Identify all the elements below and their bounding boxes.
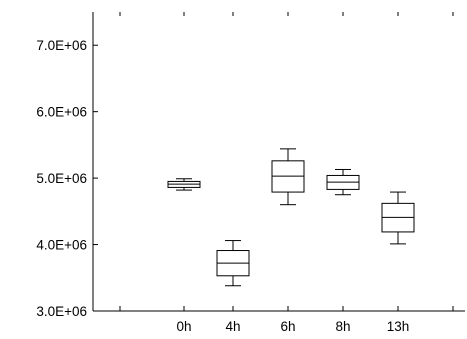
box-8h: [326, 168, 360, 196]
y-tick-label: 4.0E+06: [36, 238, 87, 253]
box-13h: [381, 191, 415, 245]
x-tick-label: 13h: [387, 319, 410, 334]
y-tick-label: 3.0E+06: [36, 304, 87, 319]
x-tick-label: 8h: [335, 319, 350, 334]
box-0h: [167, 178, 201, 191]
y-tick-label: 5.0E+06: [36, 171, 87, 186]
y-axis: 3.0E+06 4.0E+06 5.0E+06 6.0E+06 7.0E+06: [36, 38, 98, 319]
y-tick-label: 6.0E+06: [36, 105, 87, 120]
plot-frame: [92, 12, 465, 312]
box-series: [167, 148, 415, 287]
x-axis: 0h 4h 6h 8h 13h: [119, 306, 454, 334]
x-tick-label: 6h: [280, 319, 295, 334]
x-tick-label: 0h: [176, 319, 191, 334]
box-4h: [216, 240, 250, 287]
y-tick-label: 7.0E+06: [36, 38, 87, 53]
top-edge-ticks: [119, 12, 454, 16]
box-6h: [271, 148, 305, 206]
x-tick-label: 4h: [225, 319, 240, 334]
